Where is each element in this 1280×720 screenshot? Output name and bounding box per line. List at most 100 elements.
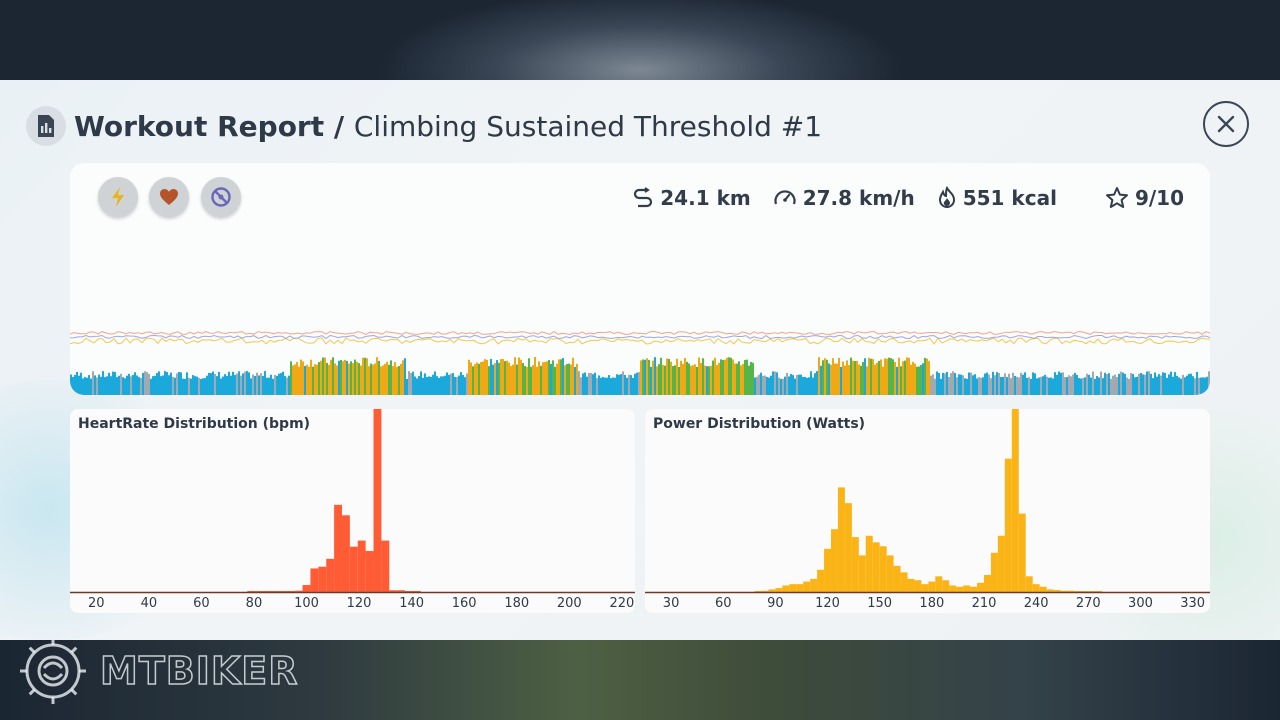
timeline-bar [910,364,912,395]
timeline-bar [1020,372,1022,395]
timeline-bar [956,377,958,395]
timeline-bar [500,359,502,395]
timeline-bar [848,365,850,395]
timeline-bar [782,378,784,395]
timeline-bar [1172,376,1174,395]
timeline-bar [806,377,808,395]
timeline-bar [872,359,874,395]
histogram-bar [782,585,790,592]
timeline-bar [850,357,852,395]
timeline-bar [488,366,490,395]
timeline-bar [764,375,766,395]
timeline-bar [738,361,740,395]
x-tick-label: 60 [715,596,732,611]
timeline-bar [160,376,162,395]
timeline-bar [1148,371,1150,395]
close-button[interactable] [1203,101,1249,147]
timeline-bar [108,372,110,395]
histogram-bar [1088,591,1096,592]
timeline-bar [740,365,742,395]
timeline-bar [842,361,844,395]
timeline-bar [380,366,382,395]
timeline-bar [528,358,530,395]
timeline-bar [590,373,592,395]
timeline-bar [774,371,776,395]
timeline-bar [778,377,780,395]
timeline-bar [860,365,862,395]
timeline-bar [1044,374,1046,395]
timeline-bar [1124,373,1126,395]
timeline-bar [846,360,848,395]
timeline-bar [470,362,472,395]
histogram-bar [1039,586,1047,592]
timeline-bar [396,366,398,395]
timeline-bar [466,373,468,395]
timeline-bar [994,375,996,395]
timeline-bar [164,371,166,395]
timeline-bar [768,377,770,395]
timeline-bar [246,371,248,395]
timeline-bar [1032,372,1034,395]
timeline-bar [1074,372,1076,395]
timeline-bar [438,377,440,395]
timeline-bar [328,364,330,395]
histogram-bar [858,555,866,592]
timeline-bar [444,375,446,395]
timeline-bar [556,363,558,395]
timeline-bar [1084,377,1086,395]
timeline-bar [594,372,596,395]
timeline-bar [1202,377,1204,395]
timeline-bar [1034,373,1036,395]
power-toggle-button[interactable] [98,177,138,217]
timeline-bar [1078,378,1080,395]
timeline-bar [1146,371,1148,395]
timeline-bar [662,364,664,395]
timeline-bar [930,375,932,395]
timeline-bar [318,362,320,395]
timeline-bar [732,359,734,395]
histogram-bar [872,542,880,592]
route-icon [634,187,653,208]
timeline-bar [664,365,666,395]
x-tick-label: 300 [1128,596,1153,611]
timeline-bar [812,377,814,395]
timeline-bar [1164,372,1166,395]
timeline-bar [1012,372,1014,395]
histogram-bar [970,586,978,592]
timeline-bar [84,377,86,395]
timeline-bar [1096,376,1098,395]
close-icon [1217,115,1235,133]
star-icon [1105,187,1128,208]
timeline-bar [1046,376,1048,395]
timeline-bar [210,373,212,395]
timeline-bar [540,365,542,395]
histogram-bar [271,591,279,592]
timeline-bar [816,371,818,395]
timeline-bar [944,373,946,395]
timeline-bar [494,363,496,395]
timeline-bar [486,359,488,395]
timeline-bar [134,372,136,395]
timeline-bar [642,359,644,395]
timeline-bar [1120,371,1122,395]
timeline-bar [892,359,894,395]
timeline-bar [136,375,138,395]
timeline-bar [208,372,210,395]
timeline-bar [1112,375,1114,395]
timeline-bar [388,364,390,395]
timeline-bar [314,364,316,395]
timeline-bar [316,364,318,395]
timeline-bar [706,366,708,395]
cadence-toggle-button[interactable] [201,177,241,217]
timeline-bar [1134,377,1136,395]
timeline-bar [1054,372,1056,395]
timeline-bar [880,359,882,395]
timeline-bar [814,373,816,395]
timeline-bar [1068,375,1070,395]
timeline-bar [530,366,532,395]
timeline-bar [1062,372,1064,395]
timeline-bar [1196,371,1198,395]
timeline-bar [678,366,680,395]
heartrate-toggle-button[interactable] [149,177,189,217]
timeline-bar [1052,378,1054,395]
